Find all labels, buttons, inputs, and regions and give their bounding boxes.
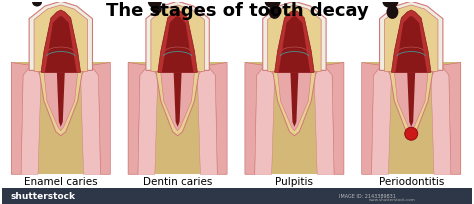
Polygon shape: [324, 62, 344, 174]
Polygon shape: [81, 65, 100, 174]
Polygon shape: [291, 72, 298, 127]
Text: The stages of tooth decay: The stages of tooth decay: [106, 2, 368, 20]
Polygon shape: [21, 65, 41, 174]
Ellipse shape: [32, 0, 42, 7]
Ellipse shape: [264, 0, 281, 8]
Text: www.shutterstock.com: www.shutterstock.com: [369, 198, 416, 202]
Polygon shape: [263, 1, 326, 70]
Polygon shape: [207, 62, 227, 174]
Polygon shape: [128, 62, 227, 174]
Polygon shape: [441, 62, 461, 174]
Polygon shape: [390, 70, 433, 136]
Polygon shape: [41, 10, 81, 72]
Polygon shape: [274, 10, 314, 72]
Polygon shape: [11, 62, 31, 174]
Polygon shape: [314, 65, 334, 174]
Polygon shape: [138, 65, 158, 174]
Polygon shape: [384, 5, 438, 71]
Polygon shape: [39, 70, 82, 136]
Text: Pulpitis: Pulpitis: [275, 177, 313, 187]
Polygon shape: [431, 65, 451, 174]
Ellipse shape: [405, 127, 418, 140]
Text: shutterstock: shutterstock: [10, 192, 75, 201]
Polygon shape: [197, 65, 217, 174]
Polygon shape: [161, 72, 194, 131]
Polygon shape: [245, 62, 264, 174]
Polygon shape: [11, 62, 110, 174]
Polygon shape: [29, 1, 92, 70]
Polygon shape: [156, 70, 200, 136]
Polygon shape: [273, 70, 316, 136]
Polygon shape: [128, 62, 148, 174]
Ellipse shape: [148, 0, 162, 8]
Text: Enamel caries: Enamel caries: [24, 177, 98, 187]
Polygon shape: [372, 65, 392, 174]
Polygon shape: [362, 62, 461, 174]
Polygon shape: [268, 5, 321, 71]
Text: Dentin caries: Dentin caries: [143, 177, 212, 187]
Polygon shape: [278, 72, 311, 131]
Ellipse shape: [152, 4, 162, 14]
Ellipse shape: [386, 5, 398, 19]
Polygon shape: [245, 62, 344, 174]
Polygon shape: [279, 16, 310, 72]
Ellipse shape: [269, 5, 281, 19]
Polygon shape: [91, 62, 110, 174]
Polygon shape: [158, 10, 197, 72]
Polygon shape: [380, 1, 443, 70]
Polygon shape: [162, 16, 193, 72]
Polygon shape: [151, 5, 204, 71]
Polygon shape: [407, 72, 415, 127]
Ellipse shape: [383, 0, 398, 8]
Text: IMAGE ID: 2143389831: IMAGE ID: 2143389831: [339, 194, 396, 198]
Polygon shape: [392, 10, 431, 72]
Polygon shape: [34, 5, 88, 71]
Polygon shape: [362, 62, 382, 174]
Polygon shape: [2, 188, 472, 204]
Polygon shape: [394, 72, 428, 131]
Text: Periodontitis: Periodontitis: [379, 177, 444, 187]
Polygon shape: [255, 65, 274, 174]
Polygon shape: [45, 16, 77, 72]
Polygon shape: [57, 72, 65, 127]
Polygon shape: [44, 72, 78, 131]
Polygon shape: [173, 72, 182, 127]
Polygon shape: [395, 16, 427, 72]
Polygon shape: [146, 1, 210, 70]
